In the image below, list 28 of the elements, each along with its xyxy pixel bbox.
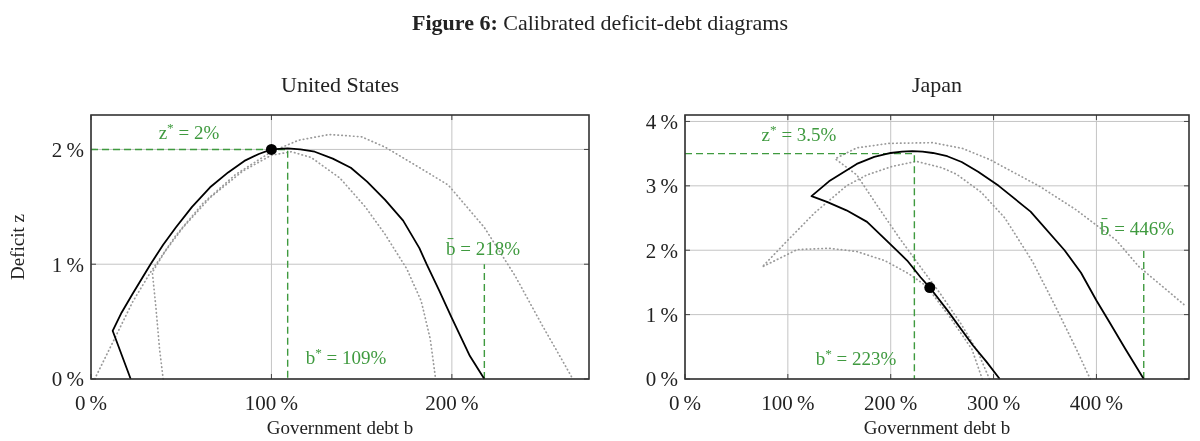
y-tick-label: 2 % <box>645 238 678 263</box>
y-axis-title: Deficit z <box>7 214 28 280</box>
chart-title: United States <box>281 72 399 97</box>
y-tick-label: 1 % <box>645 302 678 327</box>
annotation: b̄ = 218% <box>445 237 521 259</box>
y-tick-label: 4 % <box>645 109 678 134</box>
annotation: z$^{*}$ = 3.5% <box>761 121 837 145</box>
annotation: b̄ = 446% <box>1099 217 1175 239</box>
y-tick-label: 0 % <box>51 367 84 392</box>
x-tick-label: 100 % <box>761 391 815 415</box>
x-tick-label: 0 % <box>668 391 702 415</box>
x-tick-label: 100 % <box>244 391 299 415</box>
chart-title: Japan <box>911 72 963 97</box>
y-tick-label: 1 % <box>51 252 84 277</box>
x-tick-label: 300 % <box>966 391 1021 415</box>
annotation: b$^{*}$ = 109% <box>305 344 387 368</box>
x-tick-label: 200 % <box>425 391 479 415</box>
x-tick-label: 200 % <box>864 391 918 415</box>
y-tick-label: 2 % <box>51 137 84 162</box>
x-tick-label: 400 % <box>1069 391 1124 415</box>
y-tick-label: 0 % <box>645 367 678 392</box>
caption: Figure 6: Calibrated deficit-debt diagrams <box>412 10 788 35</box>
annotation: z$^{*}$ = 2% <box>158 119 220 143</box>
x-tick-label: 0 % <box>74 391 108 415</box>
x-axis-title: Government debt b <box>266 417 414 438</box>
x-axis-title: Government debt b <box>863 417 1011 438</box>
annotation: b$^{*}$ = 223% <box>815 345 897 369</box>
y-tick-label: 3 % <box>645 174 678 199</box>
